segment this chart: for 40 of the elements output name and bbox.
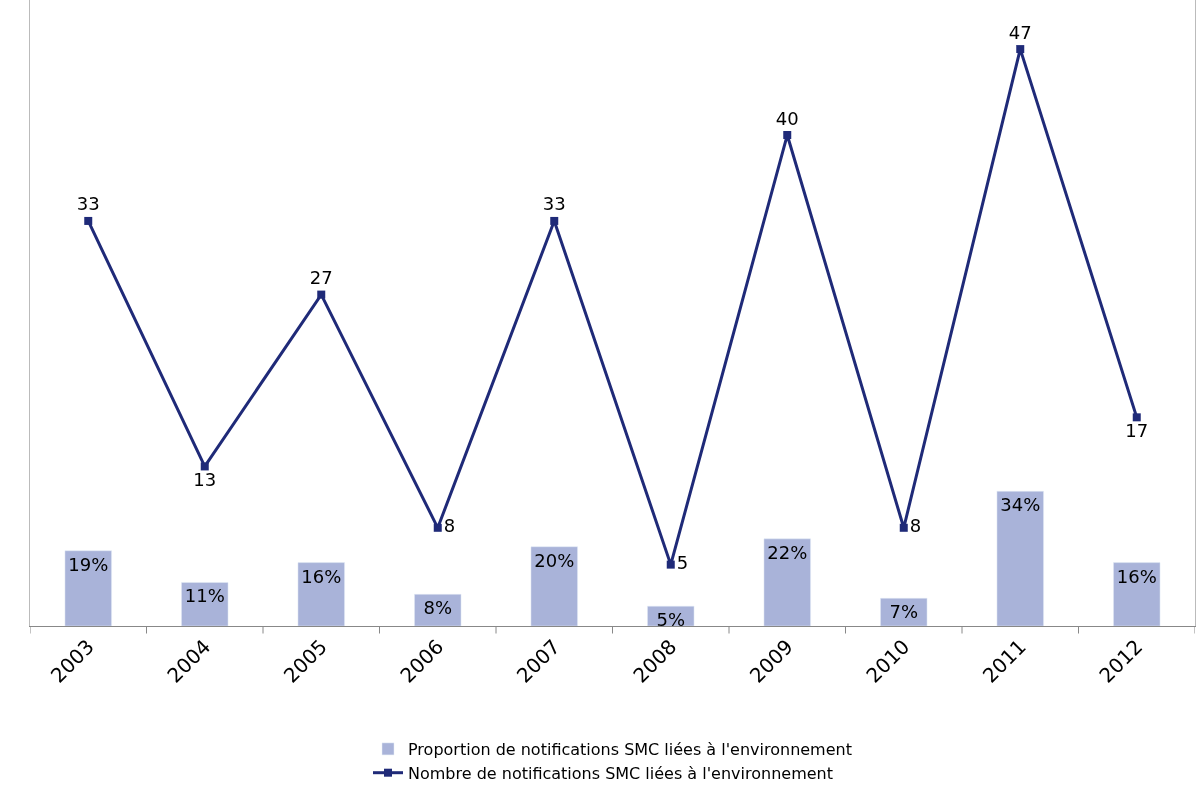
legend-label: Nombre de notifications SMC liées à l'environnement (408, 763, 833, 783)
data-label: 40 (775, 107, 799, 129)
point (200, 462, 209, 471)
data-label: 33 (76, 193, 100, 215)
data-label: 5 (676, 552, 689, 574)
point (666, 560, 675, 569)
bar (1113, 562, 1161, 626)
data-label: 47 (1008, 21, 1032, 43)
data-label: 11% (184, 585, 225, 607)
data-label: 16% (1116, 565, 1157, 587)
bar (880, 598, 928, 626)
bar (996, 491, 1044, 626)
data-label: 27 (309, 267, 333, 289)
data-label: 7% (889, 601, 919, 623)
point (550, 216, 559, 225)
bar (297, 562, 345, 626)
point (783, 131, 792, 140)
data-label: 17 (1125, 419, 1149, 441)
bar (763, 538, 811, 626)
point (84, 216, 93, 225)
point (317, 290, 326, 299)
legend-label: Proportion de notifications SMC liées à l'environnement (408, 740, 852, 760)
point (899, 523, 908, 532)
data-label: 8 (443, 515, 456, 537)
data-label: 5% (656, 609, 686, 631)
data-label: 22% (767, 541, 808, 563)
data-label: 8% (423, 597, 453, 619)
bar (181, 582, 229, 626)
data-label: 13 (193, 468, 217, 490)
point (1132, 413, 1141, 422)
data-label: 34% (1000, 494, 1041, 516)
data-label: 8 (909, 515, 922, 537)
bar (530, 546, 578, 626)
bar (64, 550, 112, 626)
data-label: 19% (68, 553, 109, 575)
data-label: 16% (301, 565, 342, 587)
data-label: 33 (542, 193, 566, 215)
data-label: 20% (534, 549, 575, 571)
point (1016, 45, 1025, 54)
point (433, 523, 442, 532)
